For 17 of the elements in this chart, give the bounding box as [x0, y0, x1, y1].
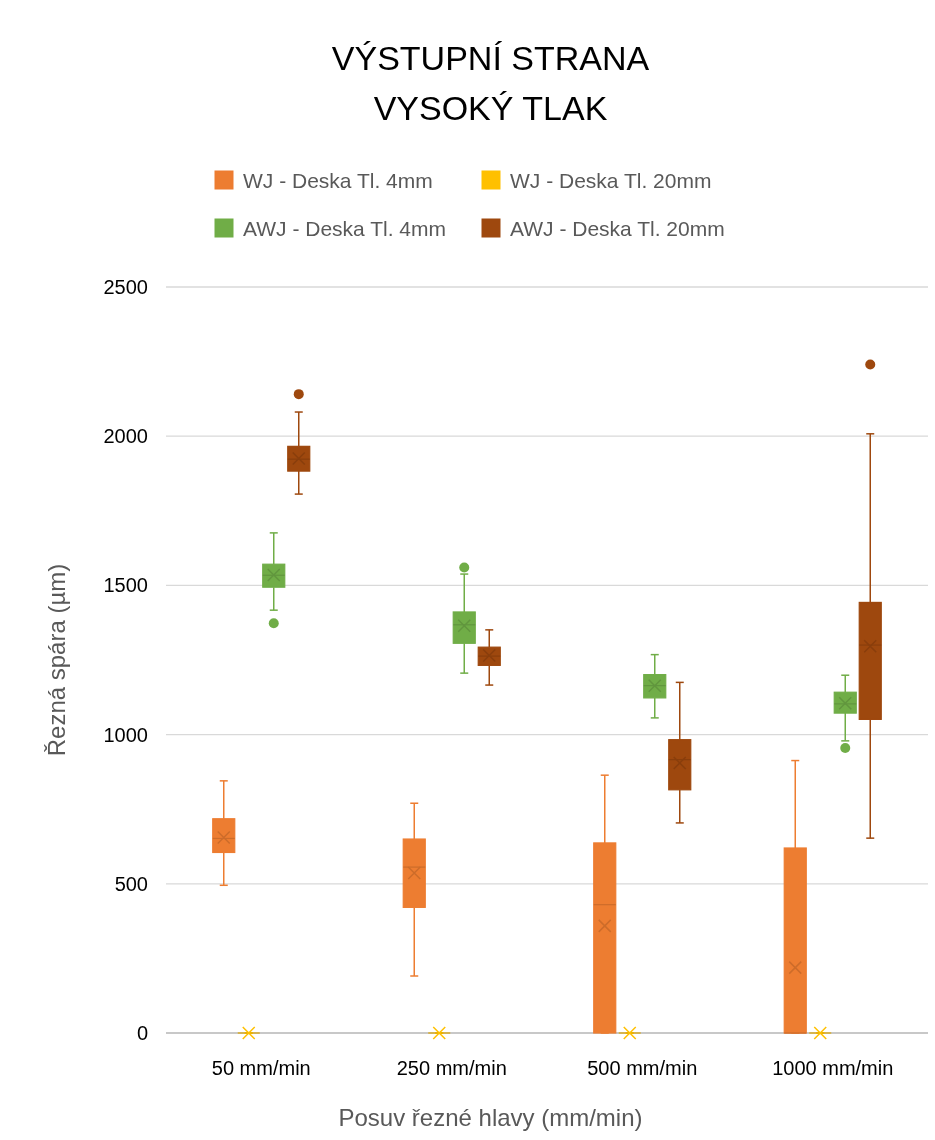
y-tick-label: 2500 [103, 276, 148, 298]
y-tick-label: 500 [114, 872, 148, 895]
x-tick-label: 1000 mm/min [772, 1057, 894, 1079]
y-tick-label: 2000 [103, 425, 148, 448]
x-tick-label: 50 mm/min [211, 1057, 311, 1079]
y-tick-label: 1500 [103, 574, 148, 597]
chart-title: VÝSTUPNÍ STRANA VYSOKÝ TLAK [331, 39, 650, 127]
legend-label: WJ - Deska Tl. 4mm [243, 169, 433, 192]
y-tick-label: 0 [136, 1022, 148, 1044]
y-axis-title: Řezná spára (µm) [43, 563, 70, 757]
y-tick-label: 1000 [103, 723, 148, 746]
legend-label: AWJ - Deska Tl. 4mm [243, 217, 447, 240]
x-axis-title: Posuv řezné hlavy (mm/min) [338, 1104, 643, 1131]
legend-label: AWJ - Deska Tl. 20mm [510, 217, 725, 240]
legend-label: WJ - Deska Tl. 20mm [510, 169, 712, 192]
x-tick-label: 250 mm/min [396, 1057, 507, 1079]
x-tick-label: 500 mm/min [587, 1057, 698, 1079]
